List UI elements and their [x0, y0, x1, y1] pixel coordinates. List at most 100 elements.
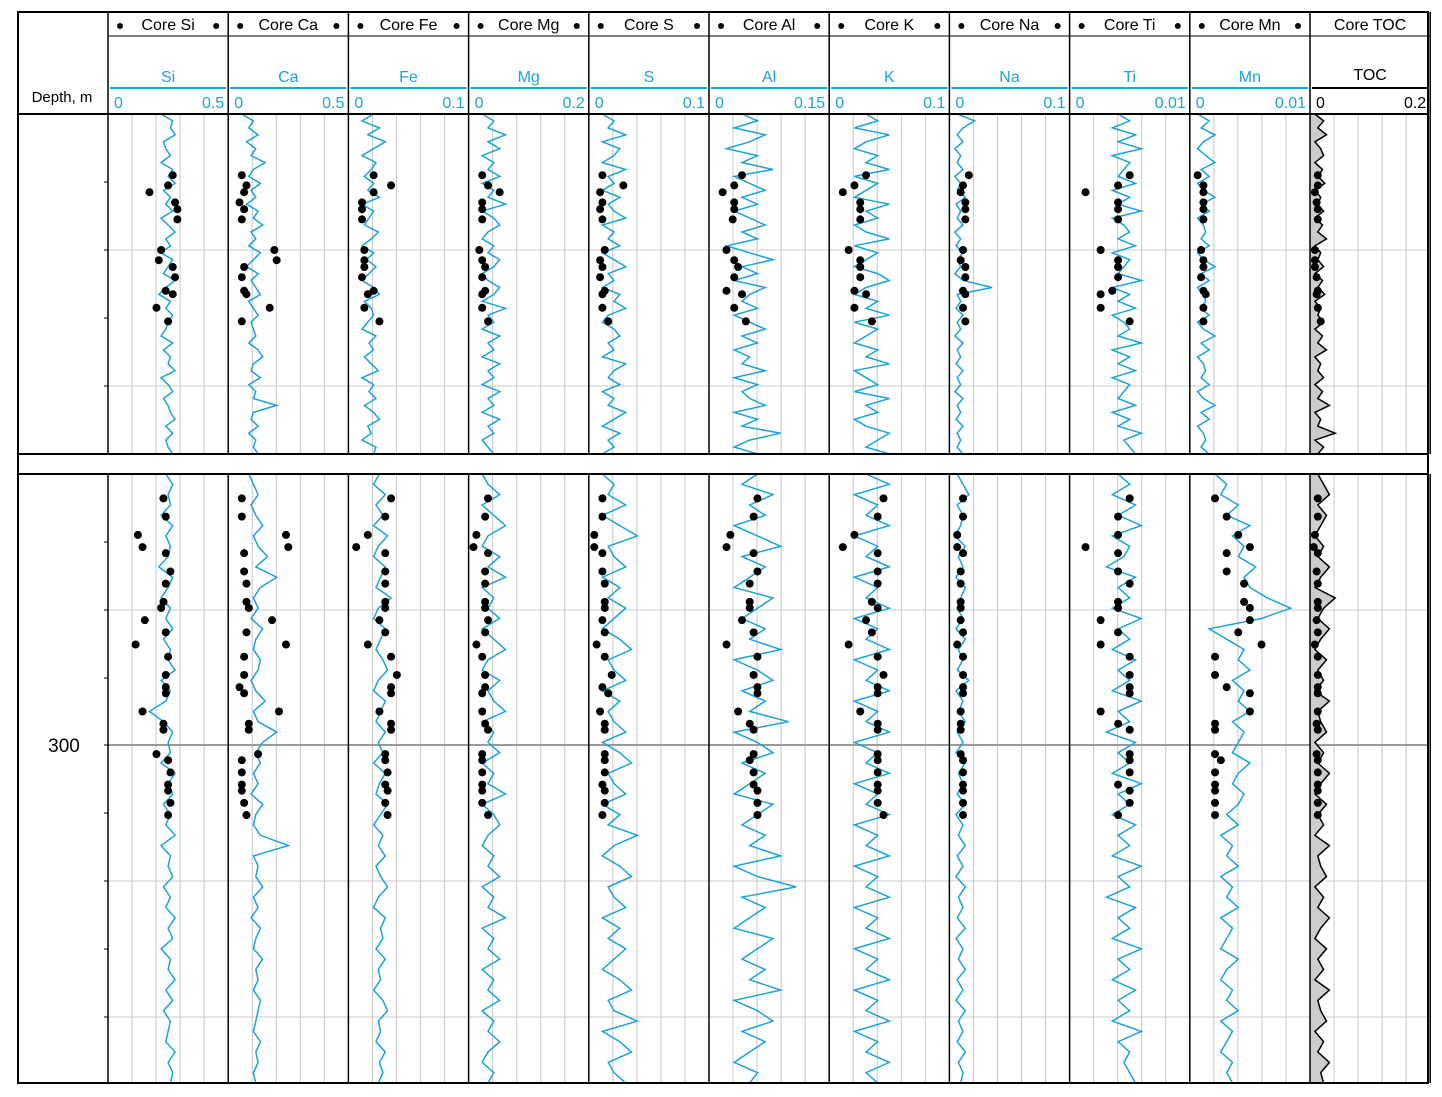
core-point — [956, 616, 965, 625]
core-point — [856, 198, 865, 207]
core-point — [1310, 256, 1319, 265]
core-point — [1313, 597, 1322, 606]
core-label: Core Mg — [498, 17, 559, 34]
core-point — [862, 171, 871, 180]
core-point — [956, 188, 965, 197]
core-point — [1096, 640, 1105, 649]
core-point — [753, 811, 762, 820]
core-point — [1211, 719, 1220, 728]
core-point — [481, 512, 490, 521]
core-point — [600, 768, 609, 777]
core-point — [856, 263, 865, 271]
core-point — [753, 567, 762, 576]
core-point — [959, 628, 968, 637]
scale-min-label: 0 — [835, 95, 844, 112]
core-point — [956, 256, 965, 265]
core-point — [244, 603, 253, 612]
core-label: Core K — [864, 17, 914, 34]
core-point — [1222, 549, 1231, 558]
core-point — [1316, 317, 1325, 326]
core-point — [873, 603, 882, 612]
log-curve — [953, 113, 993, 455]
core-point — [1313, 215, 1322, 224]
legend-dot-left — [357, 23, 364, 29]
core-point — [360, 263, 369, 271]
core-point — [961, 290, 970, 299]
core-point — [722, 246, 731, 254]
label-layer: Depth, m 300 Core Si Si 0 0.5 Core Ca Ca 0 0.5 Co… — [32, 17, 1427, 757]
log-curve — [852, 473, 892, 1084]
core-point — [1222, 512, 1231, 521]
legend-dot-left — [597, 23, 604, 29]
core-point — [838, 188, 847, 197]
core-point — [495, 188, 504, 197]
core-point — [1234, 628, 1243, 637]
core-point — [159, 494, 168, 503]
core-point — [753, 494, 762, 503]
core-point — [1313, 512, 1322, 521]
core-point — [745, 719, 754, 728]
core-point — [1096, 303, 1105, 312]
core-point — [737, 290, 746, 299]
core-point — [164, 786, 173, 795]
core-point — [478, 198, 487, 207]
core-point — [1211, 798, 1220, 807]
core-point — [481, 670, 490, 679]
core-point — [959, 756, 968, 765]
core-point — [753, 683, 762, 692]
core-point — [363, 530, 372, 539]
core-point — [953, 543, 962, 552]
core-point — [375, 317, 384, 326]
legend-dot-right — [814, 23, 821, 29]
core-point — [1211, 786, 1220, 795]
core-point — [728, 215, 737, 224]
log-curve — [1109, 113, 1145, 455]
scale-min-label: 0 — [595, 95, 604, 112]
core-point — [753, 689, 762, 698]
core-point — [240, 188, 249, 197]
core-point — [753, 786, 762, 795]
core-point — [1125, 798, 1134, 807]
core-point — [237, 786, 246, 795]
core-point — [730, 256, 739, 265]
legend-dot-right — [694, 23, 700, 29]
scale-min-label: 0 — [1196, 95, 1205, 112]
log-curve — [480, 473, 508, 1084]
log-curve — [1313, 113, 1338, 455]
core-point — [168, 171, 177, 180]
core-point — [598, 171, 607, 180]
core-point — [166, 798, 175, 807]
core-point — [475, 246, 484, 254]
log-curve — [157, 113, 177, 455]
core-point — [1114, 719, 1123, 728]
core-point — [381, 750, 390, 759]
core-point — [1125, 494, 1134, 503]
toc-fill-area — [1310, 474, 1336, 1083]
core-point — [749, 670, 758, 679]
legend-dot-left — [958, 23, 965, 29]
core-point — [1312, 273, 1321, 282]
core-point — [1245, 689, 1254, 698]
legend-dot-right — [333, 23, 340, 29]
core-point — [1313, 628, 1322, 637]
core-point — [1114, 273, 1123, 282]
core-point — [1125, 683, 1134, 692]
core-point — [1125, 756, 1134, 765]
core-point — [1313, 768, 1322, 777]
core-point — [838, 543, 847, 552]
core-point — [1125, 725, 1134, 734]
log-curve — [723, 113, 781, 455]
core-point — [959, 181, 968, 190]
core-point — [961, 263, 970, 271]
core-point — [383, 786, 392, 795]
core-point — [1199, 303, 1208, 312]
core-point — [164, 181, 173, 190]
core-point — [1240, 597, 1249, 606]
core-point — [240, 263, 249, 271]
legend-dot-left — [117, 23, 123, 29]
core-point — [358, 198, 367, 207]
core-point — [383, 768, 392, 777]
scale-max-label: 0.01 — [1275, 95, 1306, 112]
core-point — [1313, 811, 1322, 820]
core-point — [600, 725, 609, 734]
